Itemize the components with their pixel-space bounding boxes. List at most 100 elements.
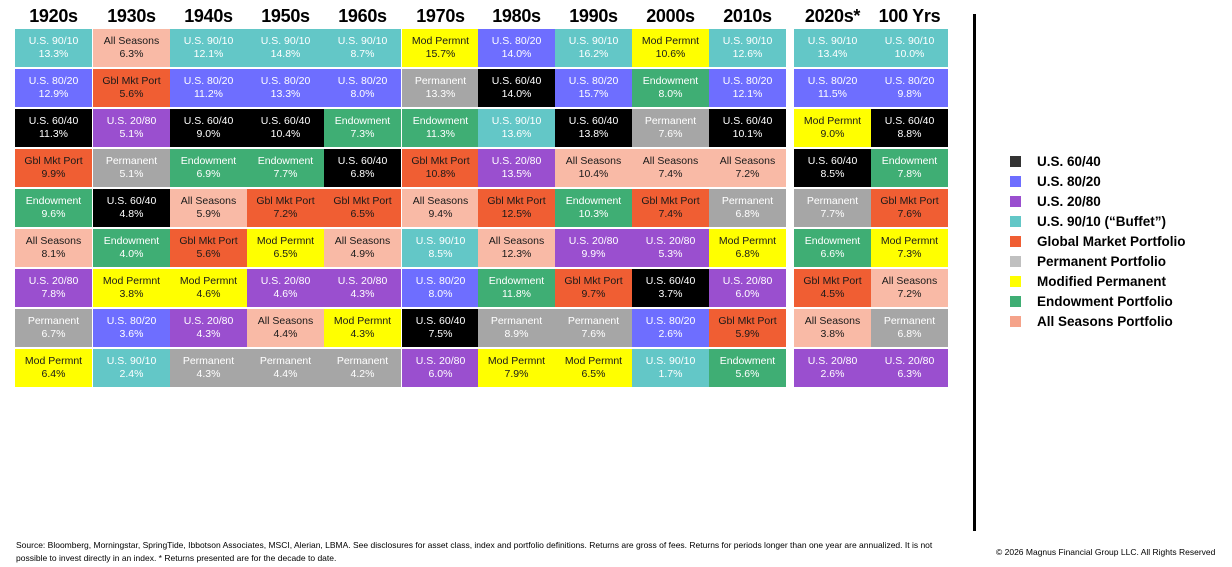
- cell-label: U.S. 90/10: [337, 35, 388, 47]
- column-header: 1960s: [338, 6, 387, 26]
- cell-value: 7.7%: [820, 208, 845, 220]
- cell-value: 4.3%: [196, 328, 221, 340]
- cell-value: 6.9%: [196, 168, 221, 180]
- cell-value: 6.4%: [41, 368, 66, 380]
- cell-label: U.S. 80/20: [568, 75, 619, 87]
- cell-allsea: All Seasons 7.4%: [632, 149, 709, 187]
- cell-mod: Mod Permnt 7.9%: [478, 349, 555, 387]
- cell-label: Permanent: [259, 355, 312, 367]
- cell-value: 12.5%: [501, 208, 532, 220]
- cell-label: U.S. 80/20: [183, 75, 234, 87]
- cell-9010: U.S. 90/10 8.5%: [402, 229, 479, 267]
- cell-value: 1.7%: [658, 368, 683, 380]
- cell-value: 7.6%: [581, 328, 606, 340]
- cell-label: All Seasons: [881, 275, 938, 287]
- cell-perm: Permanent 4.2%: [324, 349, 401, 387]
- cell-gmp: Gbl Mkt Port 5.9%: [709, 309, 786, 347]
- legend-item-2080: U.S. 20/80: [1010, 191, 1186, 211]
- cell-gmp: Gbl Mkt Port 9.7%: [555, 269, 632, 307]
- cell-9010: U.S. 90/10 1.7%: [632, 349, 709, 387]
- divider-line: [973, 14, 976, 531]
- cell-label: U.S. 60/40: [645, 275, 696, 287]
- cell-label: U.S. 20/80: [491, 155, 542, 167]
- cell-8020: U.S. 80/20 8.0%: [324, 69, 401, 107]
- cell-endow: Endowment 5.6%: [709, 349, 786, 387]
- cell-label: Gbl Mkt Port: [179, 235, 238, 247]
- cell-label: Permanent: [806, 195, 859, 207]
- cell-value: 3.8%: [119, 288, 144, 300]
- cell-value: 4.0%: [119, 248, 144, 260]
- cell-value: 14.0%: [501, 88, 532, 100]
- cell-label: Endowment: [719, 355, 776, 367]
- cell-value: 8.0%: [428, 288, 453, 300]
- cell-label: Endowment: [488, 275, 545, 287]
- cell-label: Permanent: [883, 315, 936, 327]
- cell-value: 4.2%: [350, 368, 375, 380]
- cell-allsea: All Seasons 5.9%: [170, 189, 247, 227]
- cell-perm: Permanent 7.7%: [794, 189, 871, 227]
- cell-label: U.S. 80/20: [884, 75, 935, 87]
- cell-label: All Seasons: [488, 235, 545, 247]
- cell-label: Permanent: [182, 355, 235, 367]
- cell-9010: U.S. 90/10 16.2%: [555, 29, 632, 67]
- cell-value: 7.8%: [41, 288, 66, 300]
- cell-9010: U.S. 90/10 13.3%: [15, 29, 92, 67]
- cell-label: Permanent: [27, 315, 80, 327]
- cell-8020: U.S. 80/20 3.6%: [93, 309, 170, 347]
- cell-2080: U.S. 20/80 4.6%: [247, 269, 324, 307]
- cell-label: U.S. 80/20: [415, 275, 466, 287]
- cell-value: 8.0%: [658, 88, 683, 100]
- cell-label: U.S. 60/40: [260, 115, 311, 127]
- legend-item-6040: U.S. 60/40: [1010, 151, 1186, 171]
- cell-label: Gbl Mkt Port: [718, 315, 777, 327]
- legend-swatch: [1010, 315, 1021, 327]
- cell-value: 7.8%: [897, 168, 922, 180]
- cell-label: Endowment: [881, 155, 938, 167]
- cell-perm: Permanent 4.4%: [247, 349, 324, 387]
- cell-mod: Mod Permnt 10.6%: [632, 29, 709, 67]
- cell-value: 13.5%: [501, 168, 532, 180]
- cell-value: 7.5%: [428, 328, 453, 340]
- legend-swatch: [1010, 155, 1021, 167]
- cell-9010: U.S. 90/10 14.8%: [247, 29, 324, 67]
- cell-perm: Permanent 7.6%: [632, 109, 709, 147]
- cell-allsea: All Seasons 12.3%: [478, 229, 555, 267]
- cell-mod: Mod Permnt 6.5%: [555, 349, 632, 387]
- cell-label: Endowment: [565, 195, 622, 207]
- cell-value: 4.6%: [273, 288, 298, 300]
- cell-label: Gbl Mkt Port: [411, 155, 470, 167]
- cell-2080: U.S. 20/80 6.0%: [709, 269, 786, 307]
- cell-label: All Seasons: [103, 35, 160, 47]
- cell-endow: Endowment 10.3%: [555, 189, 632, 227]
- cell-perm: Permanent 4.3%: [170, 349, 247, 387]
- cell-value: 7.2%: [735, 168, 760, 180]
- cell-label: U.S. 20/80: [415, 355, 466, 367]
- cell-allsea: All Seasons 9.4%: [402, 189, 479, 227]
- cell-9010: U.S. 90/10 10.0%: [871, 29, 948, 67]
- legend-swatch: [1010, 175, 1021, 187]
- cell-mod: Mod Permnt 7.3%: [871, 229, 948, 267]
- cell-gmp: Gbl Mkt Port 7.4%: [632, 189, 709, 227]
- cell-label: Permanent: [414, 75, 467, 87]
- legend-item-9010: U.S. 90/10 (“Buffet”): [1010, 211, 1186, 231]
- cell-9010: U.S. 90/10 13.6%: [478, 109, 555, 147]
- column-header: 100 Yrs: [878, 6, 941, 26]
- cell-value: 12.1%: [732, 88, 763, 100]
- cell-6040: U.S. 60/40 14.0%: [478, 69, 555, 107]
- cell-allsea: All Seasons 7.2%: [871, 269, 948, 307]
- column-header: 1930s: [107, 6, 156, 26]
- cell-label: Mod Permnt: [102, 275, 161, 287]
- cell-value: 7.2%: [897, 288, 922, 300]
- cell-value: 12.6%: [732, 48, 763, 60]
- cell-value: 5.3%: [658, 248, 683, 260]
- cell-label: Mod Permnt: [179, 275, 238, 287]
- cell-label: U.S. 60/40: [28, 115, 79, 127]
- cell-label: All Seasons: [719, 155, 776, 167]
- cell-mod: Mod Permnt 3.8%: [93, 269, 170, 307]
- cell-value: 9.0%: [820, 128, 845, 140]
- cell-6040: U.S. 60/40 11.3%: [15, 109, 92, 147]
- cell-gmp: Gbl Mkt Port 9.9%: [15, 149, 92, 187]
- cell-label: All Seasons: [412, 195, 469, 207]
- legend-swatch: [1010, 275, 1021, 287]
- cell-label: U.S. 20/80: [28, 275, 79, 287]
